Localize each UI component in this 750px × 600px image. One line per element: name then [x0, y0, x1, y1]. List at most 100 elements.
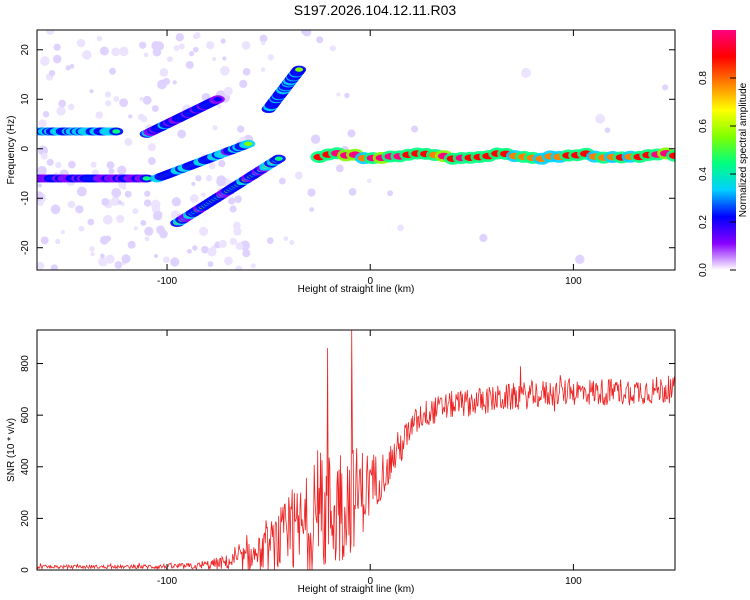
- noise-speck: [109, 67, 117, 75]
- noise-speck: [177, 129, 187, 139]
- noise-speck: [87, 218, 95, 226]
- noise-speck: [329, 45, 336, 52]
- snr-series-line: [37, 330, 675, 570]
- noise-speck: [242, 67, 251, 76]
- spectrogram-ylabel: Frequency (Hz): [6, 116, 17, 185]
- spectrogram-xtick-label: -100: [157, 276, 177, 287]
- noise-speck: [344, 92, 350, 99]
- feature-core: [213, 97, 222, 102]
- noise-speck: [187, 248, 192, 254]
- noise-speck: [58, 99, 67, 108]
- noise-speck: [348, 187, 357, 196]
- noise-speck: [98, 257, 108, 267]
- noise-speck: [105, 100, 112, 107]
- colorbar-tick-label: 0.4: [698, 167, 709, 181]
- noise-speck: [140, 219, 147, 226]
- noise-speck: [235, 242, 244, 250]
- snr-ytick-label: 200: [20, 510, 31, 527]
- noise-speck: [266, 237, 274, 244]
- noise-speck: [55, 238, 61, 244]
- noise-speck: [104, 91, 112, 98]
- noise-speck: [118, 180, 127, 189]
- noise-speck: [110, 196, 120, 206]
- noise-speck: [201, 192, 206, 198]
- noise-speck: [316, 36, 324, 44]
- noise-speck: [163, 256, 170, 264]
- noise-speck: [104, 235, 112, 242]
- noise-speck: [152, 47, 162, 57]
- spectrogram-frame: [36, 29, 676, 271]
- noise-speck: [152, 211, 163, 221]
- noise-speck: [132, 208, 139, 215]
- noise-speck: [241, 40, 251, 50]
- noise-speck: [144, 190, 151, 197]
- noise-speck: [67, 160, 76, 169]
- snr-panel: -100 0 100 0 200 400 600 800 Height of straight…: [6, 329, 676, 595]
- noise-speck: [52, 54, 62, 64]
- noise-speck: [90, 251, 95, 257]
- noise-speck: [120, 201, 125, 207]
- noise-speck: [240, 240, 250, 251]
- noise-speck: [229, 237, 237, 246]
- noise-speck: [218, 239, 227, 248]
- spectral-feature-band-d: [261, 65, 307, 114]
- noise-speck: [173, 45, 180, 51]
- colorbar-tick-label: 0.8: [698, 71, 709, 85]
- feature-core: [112, 129, 121, 134]
- noise-speck: [595, 113, 606, 124]
- colorbar-tick-label: 0.2: [698, 215, 709, 229]
- noise-speck: [367, 178, 372, 183]
- noise-speck: [42, 111, 50, 118]
- noise-speck: [147, 157, 156, 165]
- snr-ylabel: SNR (10 * v/v): [6, 418, 17, 482]
- noise-speck: [662, 84, 669, 91]
- noise-speck: [222, 56, 227, 61]
- noise-speck: [156, 225, 165, 235]
- spectrogram-xtick-label: 0: [367, 276, 373, 287]
- noise-speck: [76, 38, 86, 48]
- noise-speck: [309, 207, 315, 212]
- noise-speck: [37, 261, 45, 270]
- noise-speck: [411, 125, 419, 133]
- noise-speck: [157, 211, 163, 217]
- noise-speck: [75, 205, 84, 214]
- snr-xtick-label: 100: [565, 576, 582, 587]
- noise-speck: [302, 30, 312, 37]
- noise-speck: [479, 233, 488, 243]
- noise-speck: [142, 95, 152, 105]
- noise-speck: [113, 96, 120, 102]
- noise-speck: [214, 241, 222, 249]
- spectrogram-xtick-label: 100: [565, 276, 582, 287]
- noise-speck: [521, 67, 532, 78]
- noise-speck: [117, 200, 122, 205]
- noise-speck: [237, 125, 245, 133]
- noise-speck: [40, 152, 48, 160]
- noise-speck: [82, 50, 92, 60]
- noise-speck: [37, 165, 47, 176]
- noise-speck: [575, 254, 585, 264]
- noise-speck: [50, 204, 61, 215]
- noise-speck: [235, 265, 243, 270]
- noise-speck: [207, 261, 214, 267]
- noise-speck: [159, 229, 168, 239]
- noise-speck: [192, 245, 198, 251]
- spectral-feature-line-mid-left: [37, 174, 154, 183]
- noise-speck: [195, 175, 202, 182]
- noise-speck: [151, 41, 161, 51]
- noise-speck: [201, 245, 209, 254]
- noise-speck: [38, 119, 47, 128]
- noise-speck: [137, 113, 145, 121]
- noise-speck: [223, 86, 233, 96]
- noise-speck: [278, 177, 286, 185]
- noise-speck: [229, 205, 237, 213]
- spectrogram-ytick-label: 10: [20, 93, 31, 105]
- noise-speck: [40, 236, 49, 245]
- noise-speck: [219, 65, 230, 76]
- noise-speck: [128, 114, 133, 119]
- spectral-feature-line-low-left: [37, 127, 124, 136]
- noise-speck: [102, 214, 113, 225]
- noise-speck: [143, 52, 149, 58]
- noise-speck: [96, 35, 103, 42]
